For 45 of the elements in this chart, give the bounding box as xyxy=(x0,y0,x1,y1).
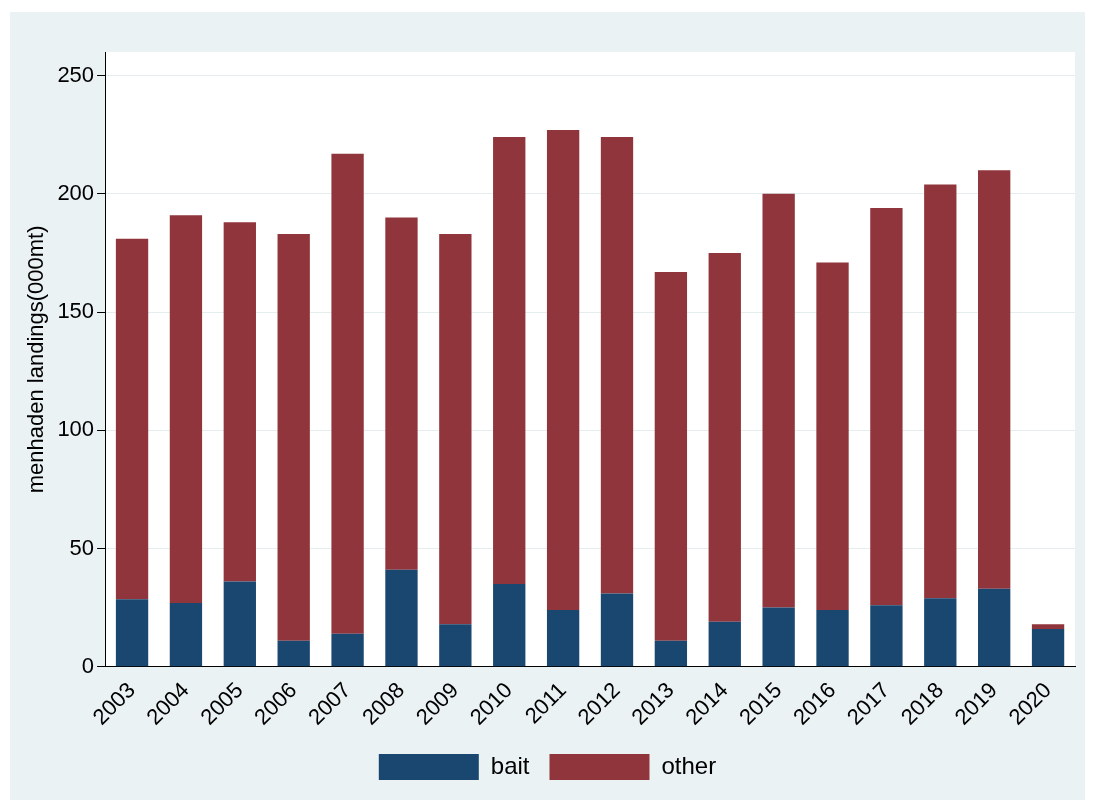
bar xyxy=(1031,628,1065,667)
bar xyxy=(924,598,957,667)
legend-label: other xyxy=(661,751,717,779)
bar xyxy=(762,607,795,667)
bar xyxy=(978,588,1011,667)
bar xyxy=(385,217,418,570)
bar xyxy=(654,271,688,641)
bar xyxy=(331,633,364,667)
bar xyxy=(978,170,1011,589)
bar xyxy=(493,137,526,584)
bar xyxy=(816,262,849,610)
bar xyxy=(600,137,634,594)
bar xyxy=(816,609,849,667)
bar xyxy=(924,184,957,599)
bar xyxy=(331,153,364,634)
y-tick-label: 100 xyxy=(57,416,95,442)
bar xyxy=(115,238,149,600)
bar xyxy=(115,599,149,667)
bar xyxy=(762,193,795,608)
bar xyxy=(385,569,418,667)
bar xyxy=(493,583,526,667)
bar xyxy=(546,130,580,610)
bar xyxy=(870,208,903,606)
y-tick-label: 0 xyxy=(81,652,95,678)
bar xyxy=(439,234,472,625)
bar xyxy=(546,609,580,667)
bar xyxy=(169,602,203,667)
bar xyxy=(870,605,903,667)
bar xyxy=(169,215,203,603)
bar xyxy=(439,624,472,667)
y-tick-label: 150 xyxy=(57,298,95,324)
bar xyxy=(277,640,310,667)
bar xyxy=(708,252,741,622)
bar xyxy=(1031,624,1065,629)
bar xyxy=(654,640,688,667)
legend-label: bait xyxy=(490,751,530,779)
y-tick-label: 200 xyxy=(57,179,95,205)
y-axis-title: menhaden landings(000mt) xyxy=(23,225,49,494)
y-tick-label: 250 xyxy=(57,61,95,87)
bar xyxy=(277,234,310,641)
y-tick-label: 50 xyxy=(69,534,95,560)
bar xyxy=(223,222,256,582)
bar xyxy=(708,621,741,667)
bar xyxy=(223,581,256,667)
bar xyxy=(600,593,634,667)
